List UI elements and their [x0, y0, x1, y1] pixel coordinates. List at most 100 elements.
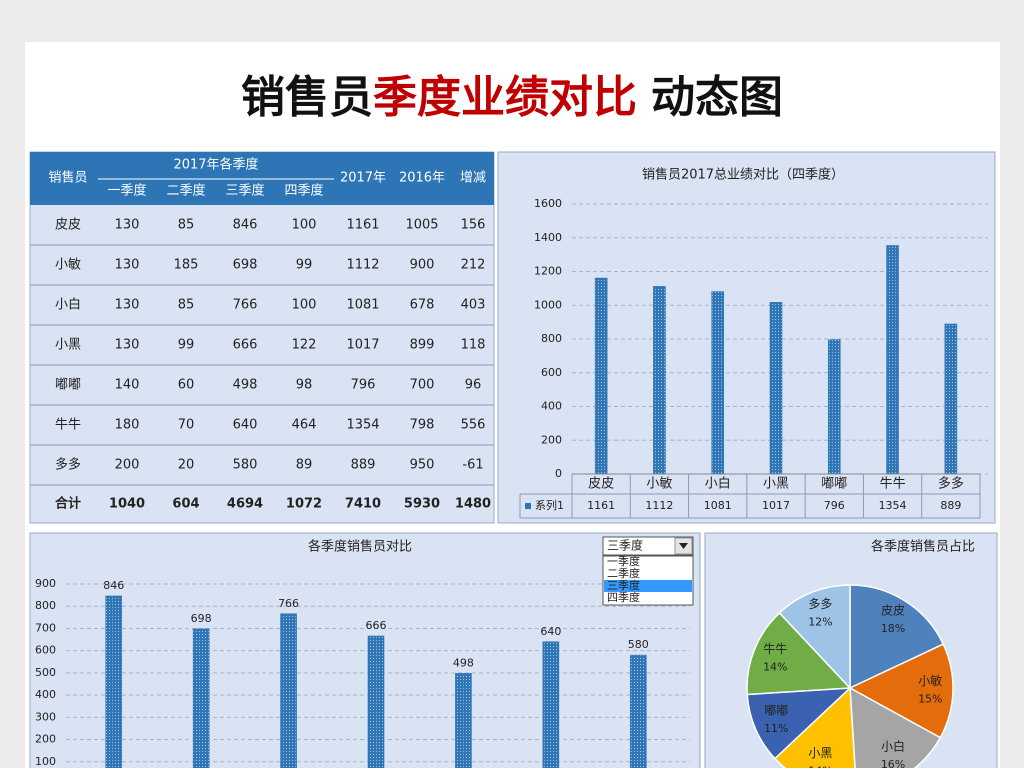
bar	[711, 291, 725, 475]
header-cell: 四季度	[284, 183, 323, 199]
table-cell: 700	[410, 378, 435, 393]
table-cell: 950	[410, 458, 435, 473]
table-cell: 99	[178, 338, 195, 353]
dropdown-option[interactable]: 一季度	[607, 554, 640, 568]
table-cell: 85	[178, 298, 195, 313]
table-cell: 122	[292, 338, 317, 353]
dropdown[interactable]	[602, 536, 694, 556]
x-tick-label: 小黑	[763, 477, 789, 492]
page-title: 销售员季度业绩对比 动态图	[241, 72, 783, 123]
table-cell: 889	[351, 458, 376, 473]
data-table-value: 1354	[879, 499, 907, 512]
slice-value: 11%	[764, 722, 788, 735]
data-table-value: 1112	[645, 499, 673, 512]
y-tick-label: 200	[541, 433, 562, 446]
table-cell: 皮皮	[55, 218, 81, 233]
slice-name: 皮皮	[881, 604, 905, 618]
table-cell: 1017	[346, 338, 379, 353]
y-tick-label: 400	[35, 688, 56, 701]
table-cell: 900	[410, 258, 435, 273]
total-cell: 604	[172, 497, 199, 512]
table-cell: 小黑	[55, 338, 81, 353]
table-cell: 98	[296, 378, 313, 393]
slice-value: 12%	[808, 615, 832, 628]
bar	[827, 339, 841, 475]
pie-slice	[778, 584, 851, 690]
table-cell: 20	[178, 458, 195, 473]
slice-value: 14%	[808, 765, 832, 768]
option-highlight	[604, 580, 692, 592]
table-cell: 多多	[55, 457, 81, 473]
y-tick-label: 100	[35, 755, 56, 768]
table-cell: 130	[115, 298, 140, 313]
x-tick-label: 牛牛	[880, 477, 906, 492]
table-cell: 464	[292, 418, 317, 433]
table-cell: 796	[351, 378, 376, 393]
table-cell: 小敏	[55, 258, 81, 273]
table-cell: 156	[461, 218, 486, 233]
table-cell: 60	[178, 378, 195, 393]
y-tick-label: 300	[35, 710, 56, 723]
x-tick-label: 皮皮	[588, 477, 614, 492]
table-cell: 899	[410, 338, 435, 353]
bar	[455, 673, 472, 768]
bar	[886, 245, 899, 475]
table-cell: 180	[115, 418, 140, 433]
x-tick-label: 小白	[705, 476, 731, 492]
table-panel	[29, 151, 495, 524]
table-cell: 牛牛	[55, 418, 81, 433]
slice-name: 小敏	[918, 673, 942, 688]
total-cell: 7410	[345, 497, 381, 512]
bar	[367, 635, 385, 768]
bar	[542, 641, 560, 768]
total-cell: 4694	[227, 497, 263, 512]
bar	[653, 286, 666, 475]
x-tick-label: 嘟嘟	[821, 477, 847, 492]
data-label: 498	[453, 656, 474, 669]
dropdown-value[interactable]: 三季度	[607, 538, 643, 553]
table-cell: 185	[174, 258, 199, 273]
data-label: 640	[540, 625, 561, 638]
table-cell: 212	[461, 258, 486, 273]
table-cell: 85	[178, 218, 195, 233]
dropdown-option[interactable]: 二季度	[607, 566, 640, 580]
table-cell: 678	[410, 298, 435, 313]
chart-title: 各季度销售员对比	[308, 539, 412, 555]
table-cell: 1354	[346, 418, 379, 433]
table-cell: 89	[296, 458, 313, 473]
data-label: 698	[191, 612, 212, 625]
table-cell: -61	[462, 458, 483, 473]
table-cell: 100	[292, 298, 317, 313]
y-tick-label: 700	[35, 621, 56, 634]
table-cell: 200	[115, 458, 140, 473]
total-cell: 1072	[286, 497, 322, 512]
table-cell: 766	[233, 298, 258, 313]
chart-panel	[29, 532, 701, 768]
dropdown-option[interactable]: 四季度	[607, 590, 640, 604]
table-cell: 130	[115, 218, 140, 233]
slice-value: 18%	[881, 622, 905, 635]
data-table-value: 1017	[762, 499, 790, 512]
table-cell: 498	[233, 378, 258, 393]
table-cell: 666	[233, 338, 258, 353]
y-tick-label: 500	[35, 666, 56, 679]
table-cell: 99	[296, 258, 313, 273]
y-tick-label: 1000	[534, 298, 562, 311]
header-cell: 销售员	[48, 170, 87, 186]
bar	[105, 595, 123, 768]
slice-name: 小白	[881, 738, 905, 753]
title-part: 季度业绩对比	[373, 72, 637, 123]
data-label: 766	[278, 597, 299, 610]
table-cell: 100	[292, 218, 317, 233]
x-tick-label: 小敏	[646, 477, 672, 492]
header-cell: 2017年各季度	[173, 157, 258, 173]
dropdown-option[interactable]: 三季度	[607, 578, 640, 592]
y-tick-label: 200	[35, 733, 56, 746]
chart-panel	[497, 151, 996, 524]
title-part: 销售员	[241, 72, 373, 123]
table-cell: 580	[233, 458, 258, 473]
header-cell: 二季度	[166, 183, 205, 199]
table-cell: 1112	[346, 258, 379, 273]
